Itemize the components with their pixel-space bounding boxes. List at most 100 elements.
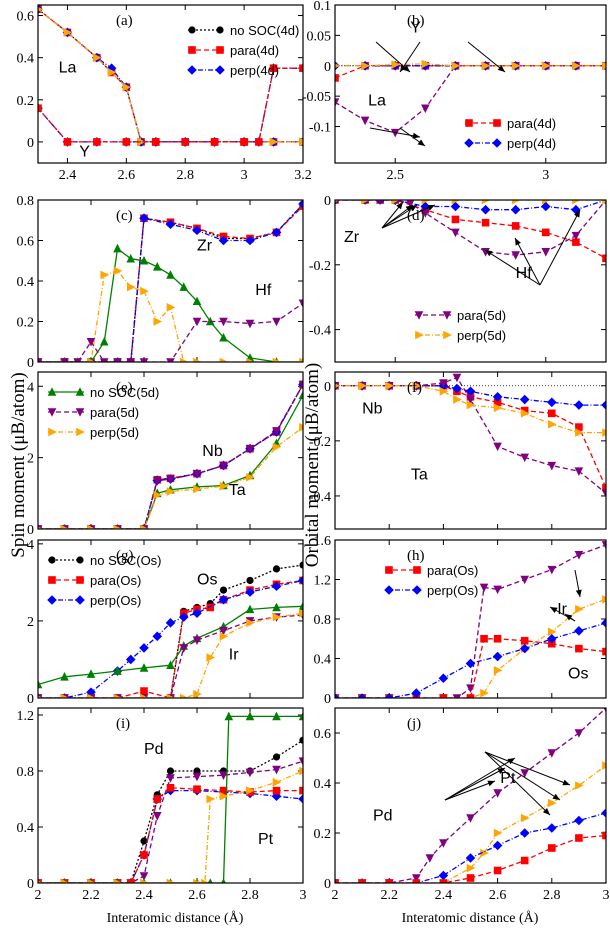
annotation-label: Ta	[229, 482, 246, 499]
panel-frame	[334, 199, 607, 363]
panel-h: 0 0.4 0.8 1.2 1.6 Ir Os (h)para(Os) perp(Os)	[314, 534, 607, 707]
x-tick-label: 2.6	[118, 168, 136, 183]
data-point	[547, 749, 557, 758]
data-point	[361, 61, 370, 71]
arrow-head	[575, 589, 582, 597]
series-line	[38, 203, 303, 362]
y-tick-label: 0.05	[307, 29, 332, 44]
data-point	[481, 61, 491, 71]
series-line	[38, 67, 303, 143]
data-point	[246, 472, 255, 482]
annotation-label: Zr	[197, 238, 213, 255]
data-point	[391, 60, 401, 69]
annotation-label: Hf	[255, 282, 272, 299]
left-x-axis-label: Interatomic distance (Å)	[107, 910, 244, 926]
series-line	[38, 302, 303, 362]
data-point	[493, 666, 503, 675]
arrow-head	[412, 132, 420, 139]
legend-marker	[47, 595, 57, 605]
series-line	[38, 579, 303, 698]
series-group	[38, 711, 303, 883]
data-point	[575, 781, 584, 790]
data-point	[140, 693, 149, 698]
legend-label: para(Os)	[427, 563, 478, 578]
data-point	[38, 6, 43, 12]
legend-marker	[76, 576, 84, 584]
data-point	[219, 791, 229, 801]
data-point	[193, 689, 202, 698]
legend-marker	[76, 427, 85, 437]
data-point	[299, 357, 303, 362]
legend-label: para(5d)	[90, 405, 139, 420]
data-point	[493, 442, 502, 452]
data-point	[206, 653, 216, 662]
data-point	[520, 769, 529, 778]
data-point	[272, 442, 282, 452]
legend-label: perp(Os)	[427, 583, 478, 598]
y-tick-label: 4	[27, 538, 34, 553]
data-point	[126, 282, 136, 292]
data-point	[451, 215, 460, 224]
arrow-head	[497, 65, 505, 72]
y-tick-label: 0.4	[17, 275, 35, 290]
data-point	[219, 332, 228, 342]
data-point	[166, 784, 175, 792]
data-point	[390, 128, 400, 138]
panel-b: 2.5 3 -0.1 -0.05 0 0.05 0.1 Y La (b) para(4d) perp(…	[302, 0, 607, 183]
annotation-label: Ir	[557, 601, 567, 618]
data-point	[140, 524, 149, 529]
data-point	[358, 381, 367, 391]
y-tick-label: 0.6	[17, 235, 35, 250]
arrow-line	[514, 237, 541, 286]
data-point	[219, 626, 228, 636]
panel-g: 0 2 4 Os Ir (g)no SOC(Os) para(Os) perp(Os)	[27, 538, 304, 707]
data-point	[602, 594, 606, 604]
y-tick-label: 0	[27, 523, 34, 538]
data-point	[178, 612, 189, 622]
data-point	[299, 736, 303, 744]
legend-marker	[493, 119, 501, 127]
annotation-label: Hf	[516, 265, 533, 282]
data-point	[575, 428, 584, 437]
legend-label: para(Os)	[90, 573, 141, 588]
data-point	[385, 381, 394, 391]
data-point	[298, 575, 303, 586]
series-group	[38, 561, 303, 698]
data-point	[219, 357, 229, 362]
data-point	[602, 428, 606, 437]
y-tick-label: 0.4	[17, 52, 35, 67]
data-point	[271, 581, 282, 592]
series-group	[335, 200, 606, 263]
data-point	[38, 358, 43, 362]
legend-label: para(4d)	[230, 43, 279, 58]
data-point	[511, 200, 521, 205]
data-point	[60, 878, 70, 883]
data-point	[466, 814, 475, 823]
data-point	[210, 138, 219, 146]
x-tick-label: 3	[603, 888, 610, 903]
panel-label: (g)	[116, 548, 134, 564]
y-tick-label: 2	[27, 452, 34, 467]
x-tick-label: 2	[35, 888, 42, 903]
y-tick-label: -0.2	[309, 435, 331, 450]
data-point	[299, 766, 303, 776]
data-point	[377, 200, 383, 205]
data-point	[602, 61, 606, 71]
y-tick-label: -0.4	[309, 324, 331, 339]
data-point	[511, 222, 520, 230]
legend-marker	[216, 46, 224, 54]
data-point	[166, 693, 176, 698]
legend-marker	[412, 585, 422, 595]
data-point	[406, 200, 415, 209]
panel-label: (a)	[116, 13, 133, 29]
data-point	[548, 844, 556, 852]
arrow-line	[484, 751, 561, 801]
series-line	[38, 715, 303, 883]
data-point	[38, 679, 43, 689]
data-point	[166, 475, 175, 484]
data-point	[510, 204, 521, 215]
data-point	[492, 840, 503, 851]
data-point	[391, 200, 401, 205]
data-point	[246, 576, 254, 585]
